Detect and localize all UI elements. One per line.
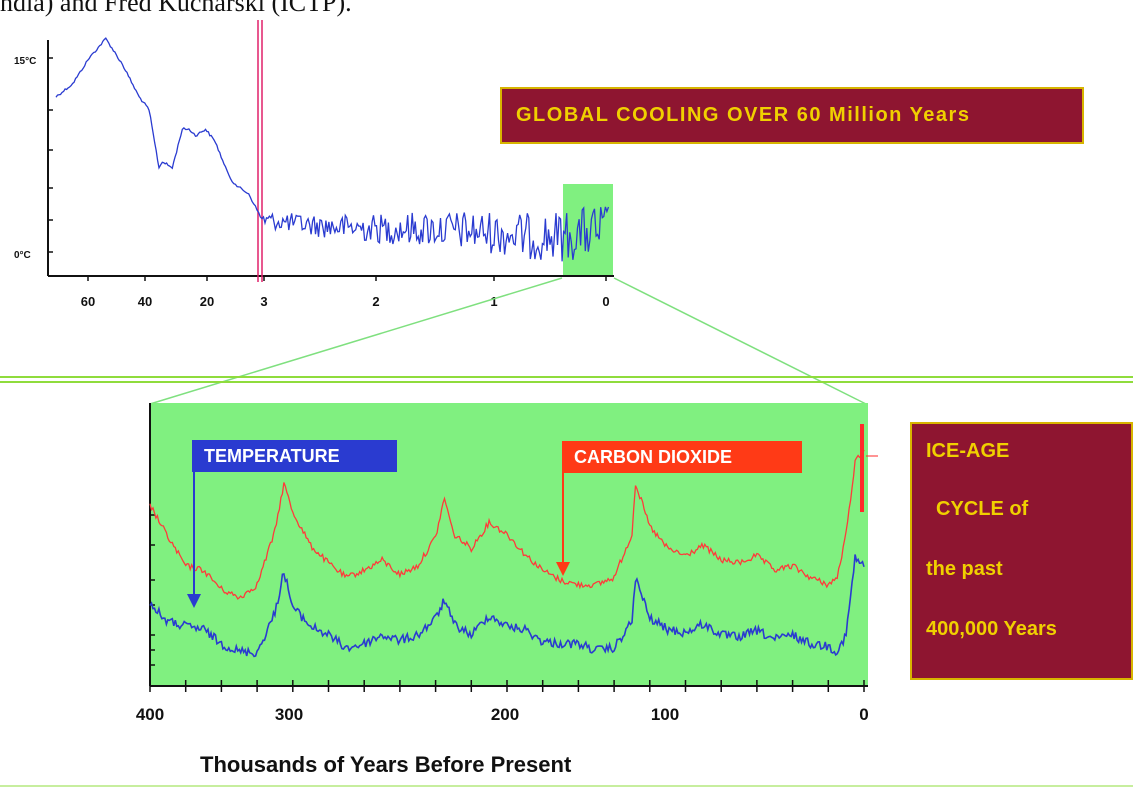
top-chart-title-box: GLOBAL COOLING OVER 60 Million Years [500, 87, 1084, 144]
co2-legend: CARBON DIOXIDE [562, 441, 802, 473]
top-chart-title: GLOBAL COOLING OVER 60 Million Years [516, 104, 971, 126]
top-x-tick-label-20: 20 [200, 294, 214, 309]
co2-series [149, 424, 878, 600]
side-line-3: the past [926, 558, 1003, 580]
bottom-chart-axes [149, 403, 868, 687]
co2-line [149, 449, 865, 600]
co2-legend-label: CARBON DIOXIDE [574, 446, 733, 467]
top-x-tick-label-40: 40 [138, 294, 152, 309]
top-y-tick-label-0: 0°C [14, 250, 31, 261]
bottom-x-tick-label-400: 400 [136, 705, 164, 724]
top-chart: 60 40 20 3 2 1 0 15°C 0°C [0, 20, 1133, 405]
bottom-x-tick-label-0: 0 [859, 705, 868, 724]
top-x-tick-label-0: 0 [602, 294, 609, 309]
bottom-chart-ticks: 400 300 200 100 0 [0, 680, 1133, 787]
temperature-legend-label: TEMPERATURE [204, 445, 340, 466]
bottom-x-tick-label-200: 200 [491, 705, 519, 724]
top-x-tick-label-2: 2 [372, 294, 379, 309]
temperature-line [149, 554, 865, 658]
bottom-x-tick-label-300: 300 [275, 705, 303, 724]
temperature-60myr-line [55, 37, 610, 262]
x-axis-title: Thousands of Years Before Present [200, 752, 572, 777]
top-chart-ticks: 60 40 20 3 2 1 0 15°C 0°C [14, 56, 610, 309]
top-chart-axes [47, 20, 614, 282]
side-line-4: 400,000 Years [926, 618, 1057, 640]
temperature-arrow-head [187, 594, 201, 608]
header-text: ndia) and Fred Kucharski (ICTP). [0, 0, 352, 17]
co2-arrow-head [556, 562, 570, 576]
bottom-x-tick-label-100: 100 [651, 705, 679, 724]
top-y-tick-label-15: 15°C [14, 56, 36, 67]
legend-arrows [187, 472, 570, 608]
temperature-series [149, 554, 865, 658]
recent-period-highlight [563, 184, 613, 276]
section-divider [0, 376, 1133, 383]
ice-age-cycle-box: ICE-AGE CYCLE of the past 400,000 Years [910, 422, 1133, 680]
temperature-60myr-series [55, 37, 610, 262]
side-line-2: CYCLE of [936, 498, 1029, 520]
top-x-tick-label-3: 3 [260, 294, 267, 309]
top-x-tick-label-60: 60 [81, 294, 95, 309]
recent-highlight-rect [563, 184, 613, 276]
temperature-legend: TEMPERATURE [192, 440, 397, 472]
top-x-tick-label-1: 1 [490, 294, 497, 309]
side-line-1: ICE-AGE [926, 440, 1010, 462]
